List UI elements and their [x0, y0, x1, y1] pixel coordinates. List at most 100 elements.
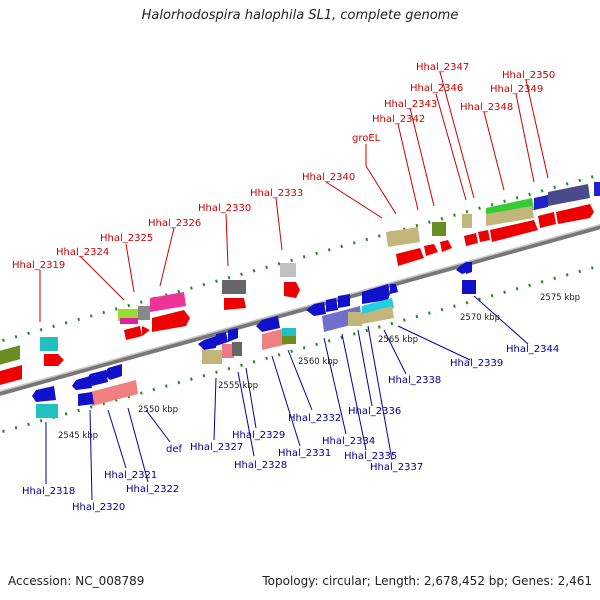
gene-label: Hhal_2340: [302, 172, 355, 183]
gene-label: Hhal_2320: [72, 502, 125, 513]
gene-block: [120, 318, 138, 324]
gene-arrow: [198, 336, 216, 350]
gene-arrow: [228, 328, 238, 342]
forward-leader-lines: [39, 71, 549, 322]
leader-line: [127, 407, 149, 483]
gene-block: [282, 328, 296, 336]
gene-label: Hhal_2324: [56, 247, 109, 258]
gene-block: [486, 206, 534, 226]
gene-block: [348, 312, 362, 326]
gene-block: [534, 195, 548, 210]
kbp-label: 2565 kbp: [378, 335, 418, 345]
leader-line: [473, 295, 529, 345]
gene-arrow: [224, 298, 246, 310]
gene-label: groEL: [352, 133, 381, 144]
gene-label: Hhal_2331: [278, 448, 331, 459]
leader-line: [435, 93, 467, 201]
gene-arrow: [390, 284, 398, 294]
leader-line: [213, 377, 217, 441]
gene-arrow: [284, 282, 300, 298]
gene-block: [222, 344, 234, 358]
gene-arrow: [456, 262, 468, 274]
leader-line: [409, 107, 435, 207]
gene-block: [548, 184, 590, 206]
gene-label: Hhal_2350: [502, 70, 555, 81]
gene-block: [138, 306, 150, 320]
gene-arrow: [490, 220, 538, 242]
gene-arrow: [306, 302, 326, 316]
leader-line: [397, 325, 471, 361]
gene-arrow: [338, 294, 350, 308]
gene-block: [36, 404, 58, 418]
genome-backbone: [0, 224, 600, 396]
gene-arrow: [478, 230, 490, 242]
gene-block: [0, 345, 20, 365]
gene-label: Hhal_2336: [348, 406, 401, 417]
genome-title: Halorhodospira halophila SL1, complete g…: [141, 8, 459, 23]
gene-label: Hhal_2322: [126, 484, 179, 495]
gene-block: [282, 336, 296, 344]
leader-line: [89, 409, 93, 501]
gene-block: [432, 222, 446, 236]
gene-label: Hhal_2334: [322, 436, 375, 447]
gene-block: [40, 337, 58, 351]
leader-line: [341, 333, 367, 451]
leader-line: [357, 329, 373, 407]
gene-arrow: [440, 240, 452, 252]
gene-label: Hhal_2321: [104, 470, 157, 481]
gene-block: [362, 306, 394, 324]
leader-line: [397, 123, 419, 211]
gene-label: Hhal_2335: [344, 451, 397, 462]
gene-arrow: [256, 316, 280, 332]
gene-label: Hhal_2347: [416, 62, 469, 73]
reverse-leader-lines: [45, 295, 529, 501]
gene-label: Hhal_2349: [490, 84, 543, 95]
gene-label: def: [166, 444, 183, 455]
gene-label: Hhal_2319: [12, 260, 65, 271]
gene-label: Hhal_2343: [384, 99, 437, 110]
leader-line: [367, 325, 393, 461]
gene-block: [90, 380, 138, 406]
gene-arrow: [152, 310, 190, 332]
leader-line: [225, 213, 229, 267]
gene-arrow: [124, 326, 142, 340]
leader-line: [275, 197, 283, 251]
gene-arrow: [464, 233, 478, 246]
kbp-label: 2550 kbp: [138, 405, 178, 415]
gene-arrow: [466, 262, 472, 274]
accession-text: Accession: NC_008789: [8, 574, 145, 588]
gene-block: [150, 292, 186, 312]
gene-block: [386, 227, 420, 247]
gene-block: [222, 280, 246, 294]
gene-arrow: [362, 284, 390, 304]
gene-label: Hhal_2348: [460, 102, 513, 113]
gene-label: Hhal_2318: [22, 486, 75, 497]
leader-line: [287, 349, 313, 411]
gene-label: Hhal_2329: [232, 430, 285, 441]
gene-label: Hhal_2339: [450, 358, 503, 369]
kbp-label: 2545 kbp: [58, 431, 98, 441]
kbp-label: 2575 kbp: [540, 293, 580, 303]
gene-label: Hhal_2326: [148, 218, 201, 229]
gene-arrow: [424, 244, 438, 256]
gene-block: [262, 328, 288, 350]
gene-label: Hhal_2344: [506, 344, 559, 355]
gene-arrow: [104, 364, 122, 380]
gene-arrow: [142, 326, 150, 336]
leader-line: [159, 227, 175, 287]
gene-block: [594, 182, 600, 196]
gene-arrow: [556, 204, 594, 224]
kbp-label: 2560 kbp: [298, 357, 338, 367]
gene-label: Hhal_2332: [288, 413, 341, 424]
gene-arrow: [32, 386, 56, 402]
gene-arrow: [216, 332, 228, 346]
kbp-label: 2555 kbp: [218, 381, 258, 391]
gene-block: [202, 350, 222, 364]
leader-line: [145, 409, 171, 443]
topology-text: Topology: circular; Length: 2,678,452 bp…: [262, 574, 592, 588]
gene-label: Hhal_2327: [190, 442, 243, 453]
gene-label: Hhal_2333: [250, 188, 303, 199]
leader-line: [125, 243, 135, 293]
